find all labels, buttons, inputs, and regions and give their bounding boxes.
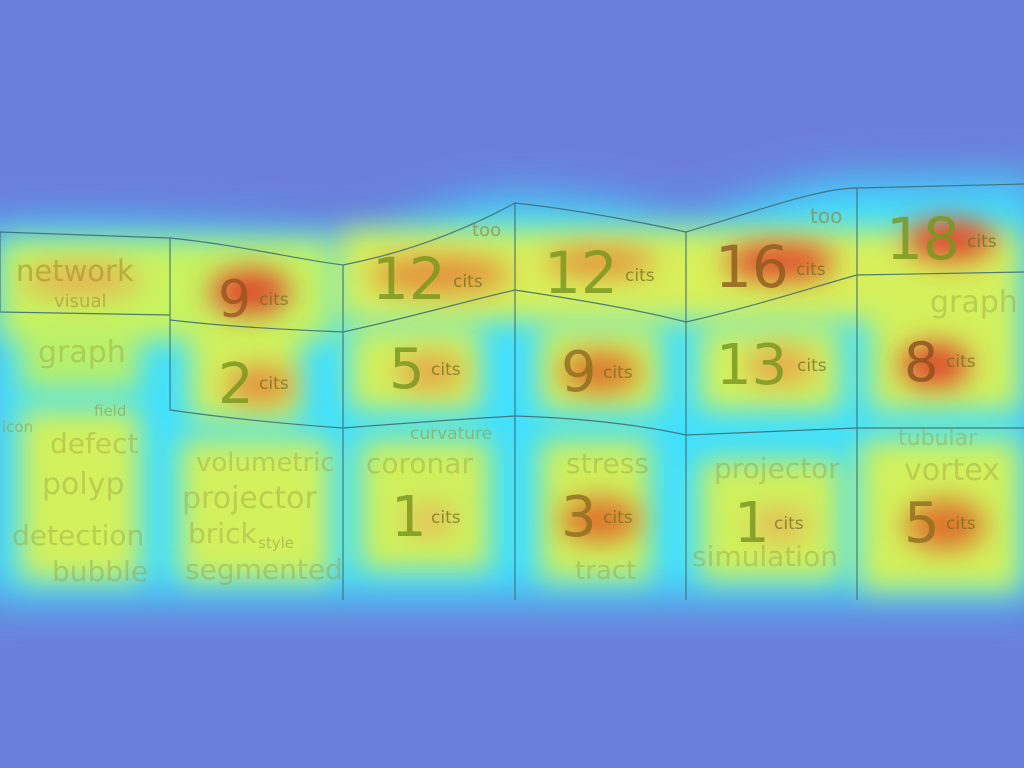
citation-count: 3 [561,485,597,550]
keyword-defect: defect [50,427,139,460]
citation-count: 13 [716,333,788,398]
citation-unit: cits [259,374,289,394]
citation-unit: cits [625,266,655,286]
keyword-simulation: simulation [692,540,838,573]
keyword-projector-2: projector [714,452,840,485]
citation-unit: cits [946,514,976,534]
keyword-too: too [472,220,502,241]
keyword-polyp: polyp [42,467,125,502]
citation-unit: cits [431,508,461,528]
keyword-stress: stress [566,447,649,480]
citation-unit: cits [603,363,633,383]
citation-unit: cits [797,356,827,376]
citation-unit: cits [603,508,633,528]
citation-unit: cits [259,290,289,310]
citation-unit: cits [431,360,461,380]
keyword-volumetric: volumetric [196,448,335,478]
keyword-network: network [16,254,134,288]
keyword-tract: tract [575,556,637,586]
citation-count: 12 [544,239,618,307]
citation-count: 18 [886,205,960,273]
citation-unit: cits [774,514,804,534]
keyword-vortex: vortex [904,453,1000,488]
citation-count: 1 [391,485,427,550]
keyword-curvature: curvature [410,424,493,444]
keyword-detection: detection [12,519,145,552]
keyword-style: style [258,534,294,552]
keyword-projector: projector [182,481,317,516]
citation-unit: cits [946,352,976,372]
grid-lines [0,183,1024,600]
citation-unit: cits [796,260,826,280]
citation-count: 8 [904,331,939,394]
keyword-coronar: coronar [366,447,473,480]
citation-count: 5 [904,491,940,556]
keyword-visual: visual [54,291,107,312]
keyword-graph-2: graph [930,285,1018,320]
keyword-too-2: too [810,204,843,228]
citation-count: 1 [734,491,770,556]
citation-count: 16 [715,233,789,301]
keyword-icon: icon [2,418,34,436]
citation-count: 9 [218,270,252,330]
citation-count: 9 [561,340,597,405]
keyword-segmented: segmented [185,553,343,586]
citation-count: 2 [218,352,254,417]
keyword-graph: graph [38,335,126,370]
keyword-brick: brick [188,517,257,550]
citation-unit: cits [967,232,997,252]
citation-unit: cits [453,272,483,292]
citation-count: 12 [372,245,446,313]
heat-blobs-high [20,220,995,550]
keyword-field: field [94,402,127,420]
keyword-bubble: bubble [52,555,149,588]
citation-count: 5 [389,337,425,402]
keyword-tubular: tubular [898,426,978,451]
